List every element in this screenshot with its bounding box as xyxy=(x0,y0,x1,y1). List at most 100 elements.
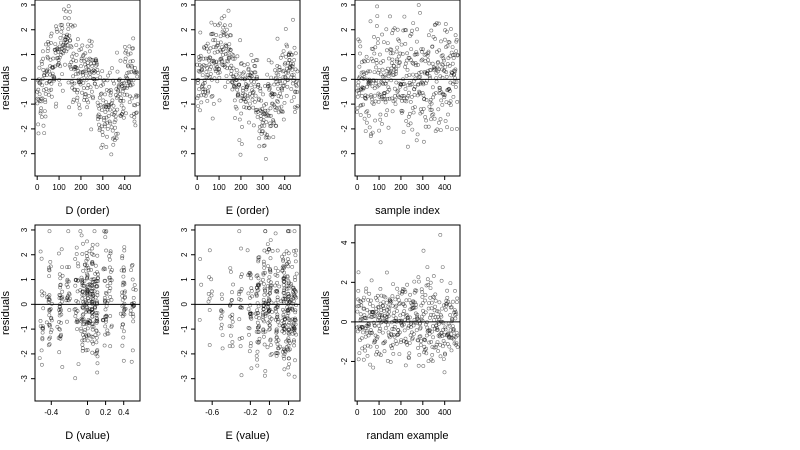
data-point xyxy=(418,343,423,347)
data-point xyxy=(407,298,412,303)
data-point xyxy=(395,27,400,32)
data-point xyxy=(204,46,209,51)
data-point xyxy=(263,289,268,294)
data-point xyxy=(413,305,418,310)
data-point xyxy=(421,93,426,98)
data-point xyxy=(378,286,383,291)
data-point xyxy=(57,326,62,331)
data-point xyxy=(277,105,282,110)
data-point xyxy=(369,278,374,283)
data-point xyxy=(369,93,373,98)
data-point xyxy=(246,66,251,71)
data-point xyxy=(277,79,282,84)
x-tick-label: -0.4 xyxy=(44,408,58,417)
data-point xyxy=(95,100,100,105)
data-point xyxy=(229,72,234,77)
y-tick-label: -2 xyxy=(340,357,349,365)
data-point xyxy=(57,44,62,49)
data-point xyxy=(430,85,435,90)
data-point xyxy=(91,299,95,304)
x-tick-label: 400 xyxy=(438,183,452,192)
data-point xyxy=(372,70,377,75)
data-point xyxy=(110,98,115,103)
data-point xyxy=(267,275,272,280)
data-point xyxy=(41,68,46,72)
data-point xyxy=(269,123,274,128)
data-point xyxy=(85,60,90,65)
data-point xyxy=(380,315,385,320)
data-point xyxy=(95,293,100,298)
data-point xyxy=(262,262,266,267)
y-tick-label: 2 xyxy=(340,27,349,32)
data-point xyxy=(286,372,291,377)
data-point xyxy=(64,298,69,303)
y-tick-label: -3 xyxy=(20,150,29,158)
data-point xyxy=(77,80,82,85)
data-point xyxy=(213,69,218,74)
y-tick-label: 3 xyxy=(20,227,29,232)
data-point xyxy=(386,85,391,90)
data-point xyxy=(455,345,460,349)
data-point xyxy=(81,241,85,246)
data-point xyxy=(238,274,243,279)
data-point xyxy=(102,343,107,348)
data-point xyxy=(115,107,120,112)
data-point xyxy=(91,96,95,101)
data-point xyxy=(133,287,138,292)
data-point xyxy=(356,357,361,362)
data-point xyxy=(238,62,243,66)
data-point xyxy=(43,92,48,96)
data-point xyxy=(376,70,381,75)
data-point xyxy=(219,57,224,62)
data-point xyxy=(431,294,436,299)
data-point xyxy=(442,58,446,63)
data-point xyxy=(267,323,272,328)
data-point xyxy=(414,328,419,333)
data-point xyxy=(293,358,297,363)
data-point xyxy=(390,51,395,56)
data-point xyxy=(448,281,453,286)
data-point xyxy=(53,104,58,109)
data-point xyxy=(228,47,233,52)
data-point xyxy=(103,300,107,305)
data-point xyxy=(103,332,108,337)
data-point xyxy=(42,73,47,78)
data-point xyxy=(286,365,291,370)
data-point xyxy=(428,312,433,317)
data-point xyxy=(262,373,267,378)
data-point xyxy=(430,329,434,334)
data-point xyxy=(384,48,389,53)
data-point xyxy=(260,314,265,319)
data-point xyxy=(108,275,112,280)
data-point xyxy=(122,295,127,300)
data-point xyxy=(249,366,254,371)
data-point xyxy=(290,331,295,336)
data-point xyxy=(65,277,70,282)
data-point xyxy=(448,313,453,317)
data-point xyxy=(389,299,394,304)
data-point xyxy=(359,103,364,108)
data-point xyxy=(451,328,456,333)
data-point xyxy=(275,280,280,285)
data-point xyxy=(79,326,84,331)
data-point xyxy=(285,84,290,89)
data-point xyxy=(420,290,425,295)
data-point xyxy=(49,316,54,321)
data-point xyxy=(274,315,279,320)
data-point xyxy=(47,313,52,318)
data-point xyxy=(54,27,59,32)
data-point xyxy=(109,125,114,130)
data-point xyxy=(400,99,404,103)
data-point xyxy=(219,314,224,318)
data-point xyxy=(421,308,425,313)
data-point xyxy=(105,328,110,333)
data-point xyxy=(408,100,413,104)
data-point xyxy=(202,78,207,83)
data-point xyxy=(276,338,281,343)
data-point xyxy=(120,112,125,116)
data-point xyxy=(229,63,234,68)
data-point xyxy=(95,319,100,324)
data-point xyxy=(429,117,434,122)
data-point xyxy=(102,118,106,123)
data-point xyxy=(436,309,441,314)
